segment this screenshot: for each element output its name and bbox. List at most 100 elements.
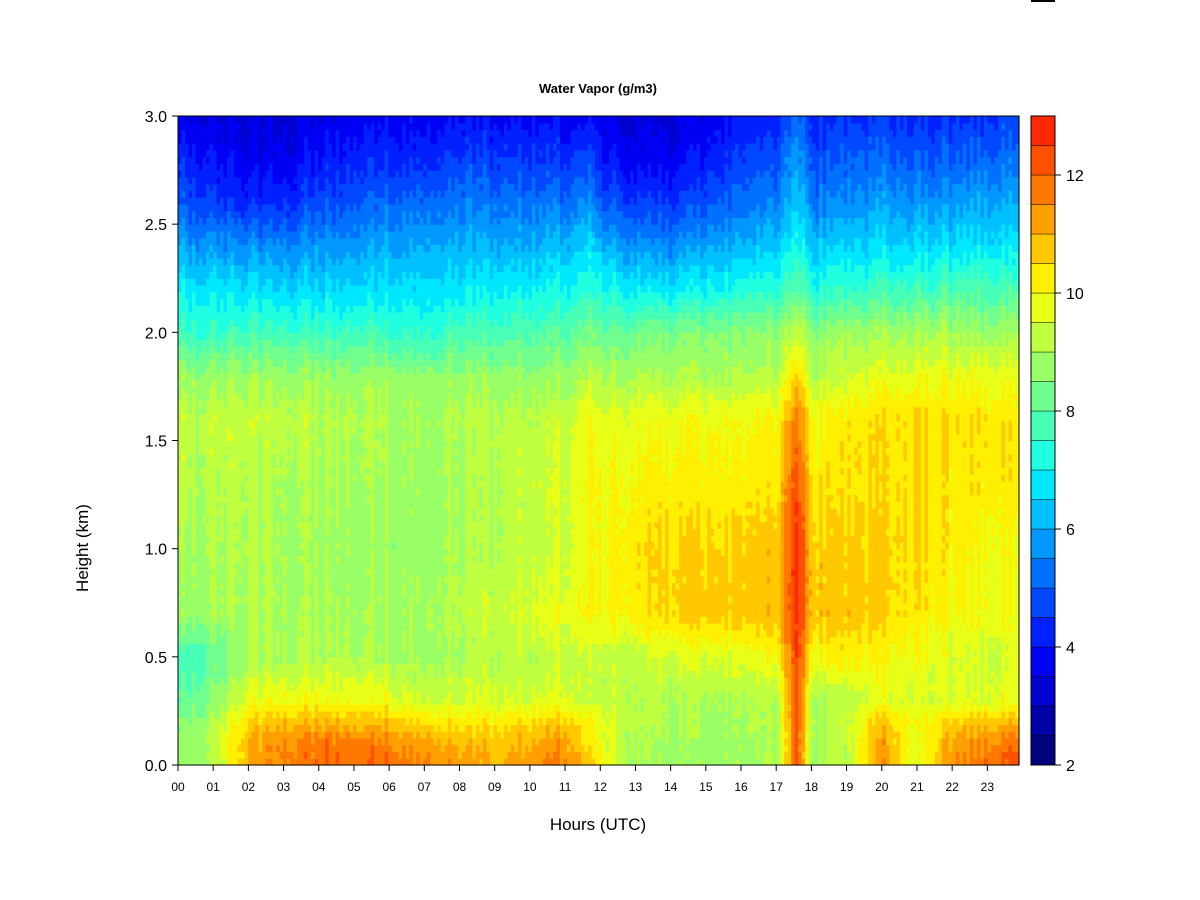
heatmap-cell <box>350 190 354 197</box>
heatmap-cell <box>192 238 196 245</box>
heatmap-cell <box>318 244 322 251</box>
heatmap-cell <box>280 427 284 434</box>
heatmap-cell <box>203 582 207 589</box>
heatmap-cell <box>269 427 273 434</box>
heatmap-cell <box>231 265 235 272</box>
heatmap-cell <box>259 224 263 231</box>
heatmap-cell <box>273 637 277 644</box>
heatmap-cell <box>339 724 343 731</box>
heatmap-cell <box>311 366 315 373</box>
heatmap-cell <box>276 555 280 562</box>
heatmap-cell <box>227 488 231 495</box>
heatmap-cell <box>311 380 315 387</box>
heatmap-cell <box>248 353 252 360</box>
heatmap-cell <box>210 238 214 245</box>
heatmap-cell <box>269 285 273 292</box>
heatmap-cell <box>280 616 284 623</box>
heatmap-cell <box>269 278 273 285</box>
heatmap-cell <box>269 441 273 448</box>
heatmap-cell <box>210 643 214 650</box>
heatmap-cell <box>343 285 347 292</box>
heatmap-cell <box>199 136 203 143</box>
heatmap-cell <box>199 549 203 556</box>
heatmap-cell <box>346 434 350 441</box>
heatmap-cell <box>294 312 298 319</box>
heatmap-cell <box>343 312 347 319</box>
heatmap-cell <box>269 224 273 231</box>
heatmap-cell <box>297 326 301 333</box>
heatmap-cell <box>252 204 256 211</box>
heatmap-cell <box>294 454 298 461</box>
heatmap-cell <box>294 481 298 488</box>
heatmap-cell <box>266 211 270 218</box>
heatmap-cell <box>252 393 256 400</box>
heatmap-cell <box>297 643 301 650</box>
heatmap-cell <box>217 413 221 420</box>
heatmap-cell <box>287 136 291 143</box>
heatmap-cell <box>210 420 214 427</box>
heatmap-cell <box>245 434 249 441</box>
heatmap-cell <box>297 461 301 468</box>
heatmap-cell <box>199 299 203 306</box>
heatmap-cell <box>248 758 252 765</box>
heatmap-cell <box>196 400 200 407</box>
heatmap-cell <box>259 136 263 143</box>
heatmap-cell <box>182 413 186 420</box>
heatmap-cell <box>273 271 277 278</box>
heatmap-cell <box>273 163 277 170</box>
heatmap-cell <box>199 481 203 488</box>
heatmap-cell <box>203 468 207 475</box>
heatmap-cell <box>276 441 280 448</box>
heatmap-cell <box>346 150 350 157</box>
heatmap-cell <box>322 630 326 637</box>
heatmap-cell <box>311 130 315 137</box>
heatmap-cell <box>241 731 245 738</box>
heatmap-cell <box>185 251 189 258</box>
heatmap-cell <box>262 123 266 130</box>
heatmap-cell <box>332 589 336 596</box>
heatmap-cell <box>266 163 270 170</box>
heatmap-cell <box>248 495 252 502</box>
heatmap-cell <box>269 664 273 671</box>
heatmap-cell <box>245 704 249 711</box>
heatmap-cell <box>357 407 361 414</box>
heatmap-cell <box>241 184 245 191</box>
heatmap-cell <box>353 610 357 617</box>
heatmap-cell <box>276 217 280 224</box>
heatmap-cell <box>350 339 354 346</box>
heatmap-cell <box>178 664 182 671</box>
heatmap-cell <box>224 434 228 441</box>
heatmap-cell <box>311 143 315 150</box>
heatmap-cell <box>336 610 340 617</box>
heatmap-cell <box>227 454 231 461</box>
heatmap-cell <box>283 461 287 468</box>
heatmap-cell <box>339 569 343 576</box>
heatmap-cell <box>189 731 193 738</box>
heatmap-cell <box>234 474 238 481</box>
heatmap-cell <box>339 481 343 488</box>
heatmap-cell <box>346 650 350 657</box>
heatmap-cell <box>315 231 319 238</box>
heatmap-cell <box>311 434 315 441</box>
heatmap-cell <box>210 305 214 312</box>
heatmap-cell <box>332 265 336 272</box>
heatmap-cell <box>322 170 326 177</box>
heatmap-cell <box>241 718 245 725</box>
heatmap-cell <box>241 265 245 272</box>
heatmap-cell <box>241 643 245 650</box>
heatmap-cell <box>273 542 277 549</box>
heatmap-cell <box>241 555 245 562</box>
heatmap-cell <box>269 630 273 637</box>
heatmap-cell <box>318 589 322 596</box>
heatmap-cell <box>297 508 301 515</box>
heatmap-cell <box>255 569 259 576</box>
heatmap-cell <box>231 177 235 184</box>
heatmap-cell <box>217 204 221 211</box>
heatmap-cell <box>217 447 221 454</box>
heatmap-cell <box>238 170 242 177</box>
heatmap-cell <box>234 265 238 272</box>
heatmap-cell <box>287 697 291 704</box>
heatmap-cell <box>224 670 228 677</box>
heatmap-cell <box>182 616 186 623</box>
heatmap-cell <box>178 616 182 623</box>
